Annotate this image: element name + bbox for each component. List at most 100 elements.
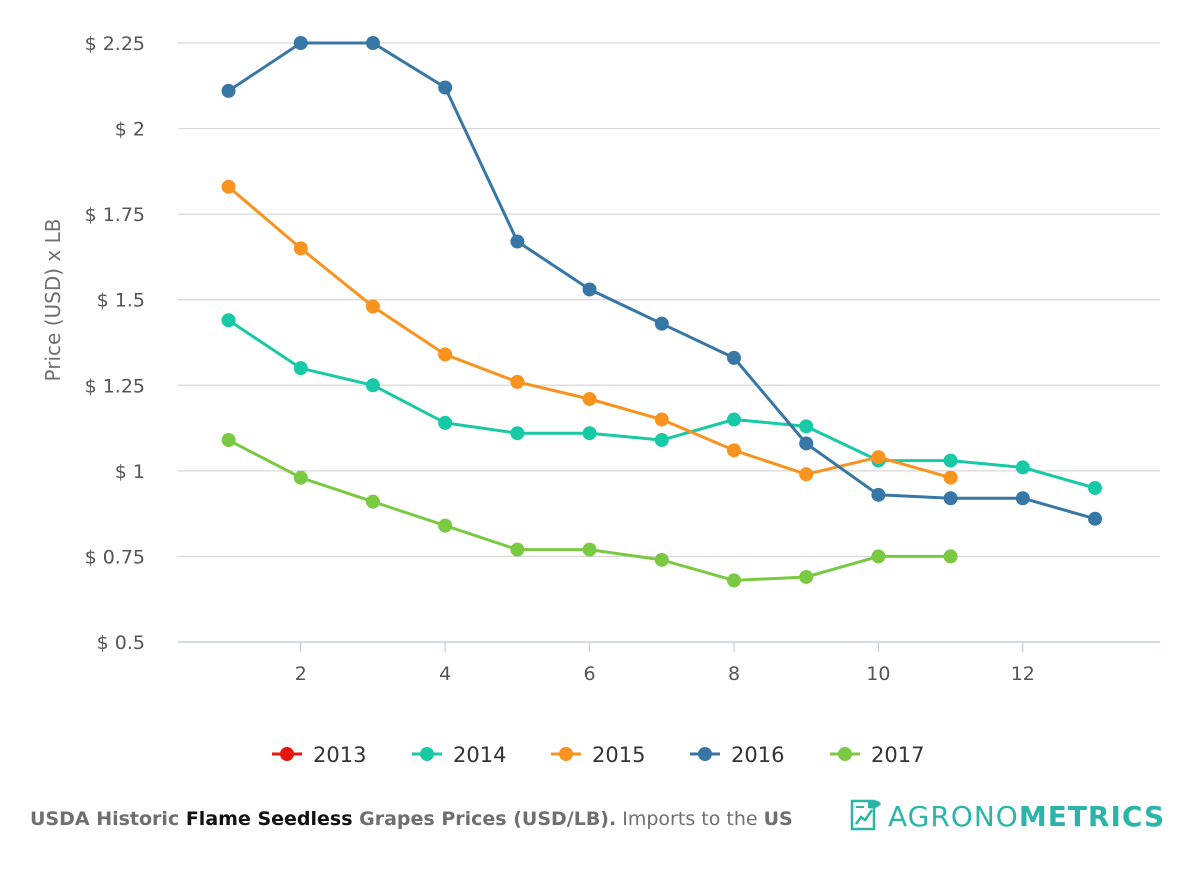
y-tick-label: $ 0.75 bbox=[85, 546, 145, 568]
data-point[interactable] bbox=[293, 361, 308, 376]
legend-item-2016[interactable]: 2016 bbox=[690, 743, 784, 767]
y-tick-label: $ 2.25 bbox=[85, 33, 145, 55]
data-point[interactable] bbox=[365, 378, 380, 393]
data-point[interactable] bbox=[799, 569, 814, 584]
x-tick-label: 2 bbox=[295, 663, 307, 685]
data-point[interactable] bbox=[221, 313, 236, 328]
data-point[interactable] bbox=[510, 426, 525, 441]
data-point[interactable] bbox=[871, 487, 886, 502]
legend-marker bbox=[280, 747, 294, 761]
line-chart: $ 0.5 $ 0.75 $ 1 $ 1.25 $ 1.5 $ 1.75 $ 2 $ 2.25… bbox=[41, 33, 1160, 767]
brand-name-light: AGRONO bbox=[888, 799, 1019, 833]
y-tick-label: $ 2 bbox=[115, 119, 145, 141]
series-2014 bbox=[221, 313, 1103, 495]
data-point[interactable] bbox=[943, 549, 958, 564]
caption-product: Grapes Prices (USD/LB). bbox=[352, 808, 617, 830]
legend-label: 2013 bbox=[313, 743, 366, 767]
legend-marker bbox=[838, 747, 852, 761]
x-tick-label: 8 bbox=[728, 663, 740, 685]
y-axis: $ 0.5 $ 0.75 $ 1 $ 1.25 $ 1.5 $ 1.75 $ 2 $ 2.25 bbox=[85, 33, 145, 654]
data-point[interactable] bbox=[943, 491, 958, 506]
data-point[interactable] bbox=[726, 350, 741, 365]
data-point[interactable] bbox=[1015, 460, 1030, 475]
series-line bbox=[227, 41, 1096, 521]
data-point[interactable] bbox=[799, 436, 814, 451]
data-point[interactable] bbox=[221, 83, 236, 98]
data-point[interactable] bbox=[582, 426, 597, 441]
data-point[interactable] bbox=[221, 179, 236, 194]
data-point[interactable] bbox=[293, 241, 308, 256]
data-point[interactable] bbox=[726, 573, 741, 588]
x-tick-label: 10 bbox=[866, 663, 890, 685]
data-point[interactable] bbox=[799, 419, 814, 434]
y-tick-label: $ 0.5 bbox=[97, 632, 145, 654]
data-point[interactable] bbox=[365, 299, 380, 314]
caption-variety: Flame Seedless bbox=[185, 808, 353, 830]
caption-country: US bbox=[763, 808, 793, 830]
legend-label: 2015 bbox=[592, 743, 645, 767]
brand-name: AGRONOMETRICS bbox=[888, 800, 1165, 833]
y-tick-label: $ 1.5 bbox=[97, 290, 145, 312]
y-tick-label: $ 1 bbox=[115, 461, 145, 483]
x-tick-label: 12 bbox=[1011, 663, 1035, 685]
data-point[interactable] bbox=[582, 391, 597, 406]
data-point[interactable] bbox=[726, 443, 741, 458]
legend-label: 2014 bbox=[453, 743, 506, 767]
grid-lines bbox=[178, 42, 1160, 643]
chart-document-icon bbox=[850, 799, 881, 831]
data-point[interactable] bbox=[438, 347, 453, 362]
data-point[interactable] bbox=[365, 494, 380, 509]
data-point[interactable] bbox=[1088, 511, 1103, 526]
data-point[interactable] bbox=[726, 412, 741, 427]
data-point[interactable] bbox=[510, 542, 525, 557]
legend-item-2013[interactable]: 2013 bbox=[272, 743, 366, 767]
series-2015 bbox=[221, 179, 958, 485]
data-point[interactable] bbox=[1015, 491, 1030, 506]
caption-imports: Imports to the bbox=[616, 808, 764, 830]
data-point[interactable] bbox=[654, 433, 669, 448]
caption-prefix: USDA Historic bbox=[30, 808, 186, 830]
data-point[interactable] bbox=[871, 549, 886, 564]
data-point[interactable] bbox=[582, 542, 597, 557]
data-point[interactable] bbox=[799, 467, 814, 482]
legend-item-2014[interactable]: 2014 bbox=[412, 743, 506, 767]
data-point[interactable] bbox=[1088, 480, 1103, 495]
legend-label: 2017 bbox=[871, 743, 924, 767]
brand-name-bold: METRICS bbox=[1018, 799, 1166, 833]
y-tick-label: $ 1.25 bbox=[85, 375, 145, 397]
legend-marker bbox=[420, 747, 434, 761]
data-point[interactable] bbox=[654, 412, 669, 427]
data-point[interactable] bbox=[654, 316, 669, 331]
data-point[interactable] bbox=[582, 282, 597, 297]
data-point[interactable] bbox=[871, 450, 886, 465]
x-tick-label: 4 bbox=[439, 663, 451, 685]
series-2017 bbox=[221, 433, 958, 588]
legend-label: 2016 bbox=[731, 743, 784, 767]
data-point[interactable] bbox=[293, 36, 308, 50]
data-point[interactable] bbox=[438, 80, 453, 95]
data-point[interactable] bbox=[293, 470, 308, 485]
legend-marker bbox=[559, 747, 573, 761]
data-point[interactable] bbox=[943, 470, 958, 485]
x-tick-label: 6 bbox=[584, 663, 596, 685]
agronometrics-logo[interactable]: AGRONOMETRICS bbox=[848, 796, 1165, 836]
series-layer bbox=[221, 36, 1103, 588]
legend-item-2017[interactable]: 2017 bbox=[830, 743, 924, 767]
legend-item-2015[interactable]: 2015 bbox=[551, 743, 645, 767]
chart-caption: USDA Historic Flame Seedless Grapes Pric… bbox=[30, 808, 793, 830]
data-point[interactable] bbox=[438, 415, 453, 430]
legend-marker bbox=[698, 747, 712, 761]
data-point[interactable] bbox=[438, 518, 453, 533]
y-axis-title: Price (USD) x LB bbox=[41, 219, 65, 382]
series-2016 bbox=[221, 36, 1103, 526]
data-point[interactable] bbox=[510, 374, 525, 389]
series-line bbox=[227, 319, 1096, 490]
data-point[interactable] bbox=[943, 453, 958, 468]
data-point[interactable] bbox=[221, 433, 236, 448]
y-tick-label: $ 1.75 bbox=[85, 204, 145, 226]
data-point[interactable] bbox=[510, 234, 525, 249]
legend[interactable]: 2013 2014 2015 2016 2017 bbox=[272, 743, 924, 767]
data-point[interactable] bbox=[365, 36, 380, 50]
data-point[interactable] bbox=[654, 552, 669, 567]
series-line bbox=[227, 438, 951, 582]
